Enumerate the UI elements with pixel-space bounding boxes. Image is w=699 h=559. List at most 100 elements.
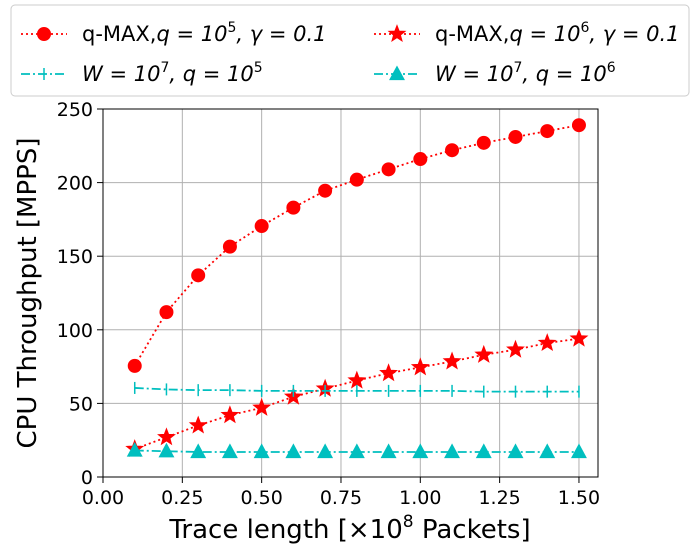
y-tick-label: 0 — [81, 467, 93, 489]
legend-entry-1: q-MAX,q = 106, γ = 0.1 — [374, 20, 680, 46]
x-tick-label: 0.50 — [240, 487, 282, 509]
data-point — [413, 152, 428, 167]
legend-label-sup: 7 — [513, 60, 522, 76]
data-point — [286, 200, 301, 215]
x-tick-label: 1.00 — [399, 487, 441, 509]
plot-background — [103, 109, 598, 477]
legend-label-math: W = 10 — [435, 62, 513, 86]
legend-entry-2: W = 107, q = 105 — [21, 60, 263, 86]
legend-label-sup: 6 — [580, 20, 589, 36]
data-point — [474, 344, 494, 363]
x-tick-label: 1.50 — [558, 487, 600, 509]
data-point — [412, 443, 429, 459]
series-layer — [125, 118, 589, 459]
legend-label-sup: 6 — [607, 60, 616, 76]
legend: q-MAX,q = 105, γ = 0.1 q-MAX,q = 106, γ =… — [10, 4, 690, 97]
y-tick-label: 100 — [57, 320, 93, 342]
legend-label: q-MAX,q = 106, γ = 0.1 — [435, 20, 680, 46]
data-point — [379, 363, 399, 382]
legend-frame — [10, 4, 690, 97]
x-tick-label: 0.00 — [82, 487, 124, 509]
plot-frame — [102, 108, 599, 478]
data-point — [220, 405, 240, 424]
data-point — [252, 397, 272, 416]
data-point — [476, 135, 491, 150]
data-point — [159, 305, 174, 320]
data-point — [442, 351, 462, 370]
legend-swatch-marker — [37, 27, 51, 41]
legend-label: q-MAX,q = 105, γ = 0.1 — [82, 20, 327, 46]
data-point — [508, 129, 523, 144]
data-point — [190, 443, 207, 459]
data-point — [318, 183, 333, 198]
data-point — [537, 333, 557, 352]
y-tick-label: 250 — [57, 99, 93, 121]
legend-label-math: q = 10 — [509, 22, 580, 46]
y-axis-label: CPU Throughput [MPPS] — [13, 138, 43, 449]
data-point — [507, 443, 524, 459]
legend-label: W = 107, q = 106 — [435, 60, 616, 86]
legend-label-tail: , q = 10 — [522, 62, 606, 86]
x-tick-label: 0.75 — [320, 487, 362, 509]
y-tick-label: 150 — [57, 246, 93, 268]
x-axis-label-tail: Packets] — [414, 515, 531, 545]
data-point — [475, 443, 492, 459]
data-point — [222, 239, 237, 254]
y-tick-label: 50 — [69, 393, 93, 415]
x-axis-label-sup: 8 — [403, 512, 414, 532]
data-point — [127, 358, 142, 373]
plot-area: 0.00 0.25 0.50 0.75 1.00 1.25 1.50 0 50 100 150 200… — [57, 99, 600, 509]
legend-label-text: q-MAX, — [435, 22, 509, 46]
data-point — [254, 219, 269, 234]
data-point — [347, 370, 367, 389]
legend-items: q-MAX,q = 105, γ = 0.1 q-MAX,q = 106, γ =… — [21, 20, 680, 86]
data-point — [191, 268, 206, 283]
data-point — [380, 443, 397, 459]
legend-entry-0: q-MAX,q = 105, γ = 0.1 — [21, 20, 327, 46]
data-point — [410, 357, 430, 376]
legend-label-sup: 5 — [254, 60, 263, 76]
legend-swatch-marker — [387, 24, 407, 43]
data-point — [285, 443, 302, 459]
legend-swatch-marker — [389, 65, 405, 81]
x-tick-label: 1.25 — [478, 487, 520, 509]
legend-label: W = 107, q = 105 — [82, 60, 263, 86]
data-point — [570, 443, 587, 459]
data-point — [569, 328, 589, 347]
x-tick-label: 0.25 — [161, 487, 203, 509]
series-3 — [126, 441, 587, 459]
series-line — [133, 124, 580, 367]
data-point — [444, 443, 461, 459]
series-0 — [127, 118, 586, 373]
data-point — [317, 443, 334, 459]
legend-label-text: q-MAX, — [82, 22, 156, 46]
data-point — [188, 415, 208, 434]
data-point — [157, 427, 176, 446]
legend-label-math: q = 10 — [156, 22, 227, 46]
data-point — [445, 143, 460, 158]
data-point — [506, 339, 525, 358]
data-point — [539, 443, 556, 459]
legend-label-sup: 5 — [227, 20, 236, 36]
data-point — [158, 442, 175, 458]
data-point — [253, 443, 270, 459]
x-axis-label: Trace length [×108 Packets] — [168, 512, 530, 545]
data-point — [348, 443, 365, 459]
data-point — [540, 124, 555, 139]
axis-ticks: 0.00 0.25 0.50 0.75 1.00 1.25 1.50 0 50 100 150 200… — [57, 99, 600, 509]
legend-label-sup: 7 — [160, 60, 169, 76]
legend-label-tail: , γ = 0.1 — [236, 22, 326, 46]
series-2 — [133, 381, 580, 398]
legend-label-math: W = 10 — [82, 62, 160, 86]
data-point — [221, 443, 238, 459]
data-point — [571, 118, 586, 133]
data-point — [126, 441, 143, 457]
legend-label-tail: , q = 10 — [169, 62, 253, 86]
data-point — [349, 172, 364, 187]
x-axis-label-main: Trace length [×10 — [168, 515, 402, 545]
legend-label-tail: , γ = 0.1 — [589, 22, 679, 46]
data-point — [381, 162, 396, 177]
legend-entry-3: W = 107, q = 106 — [374, 60, 616, 86]
y-tick-label: 200 — [57, 173, 93, 195]
